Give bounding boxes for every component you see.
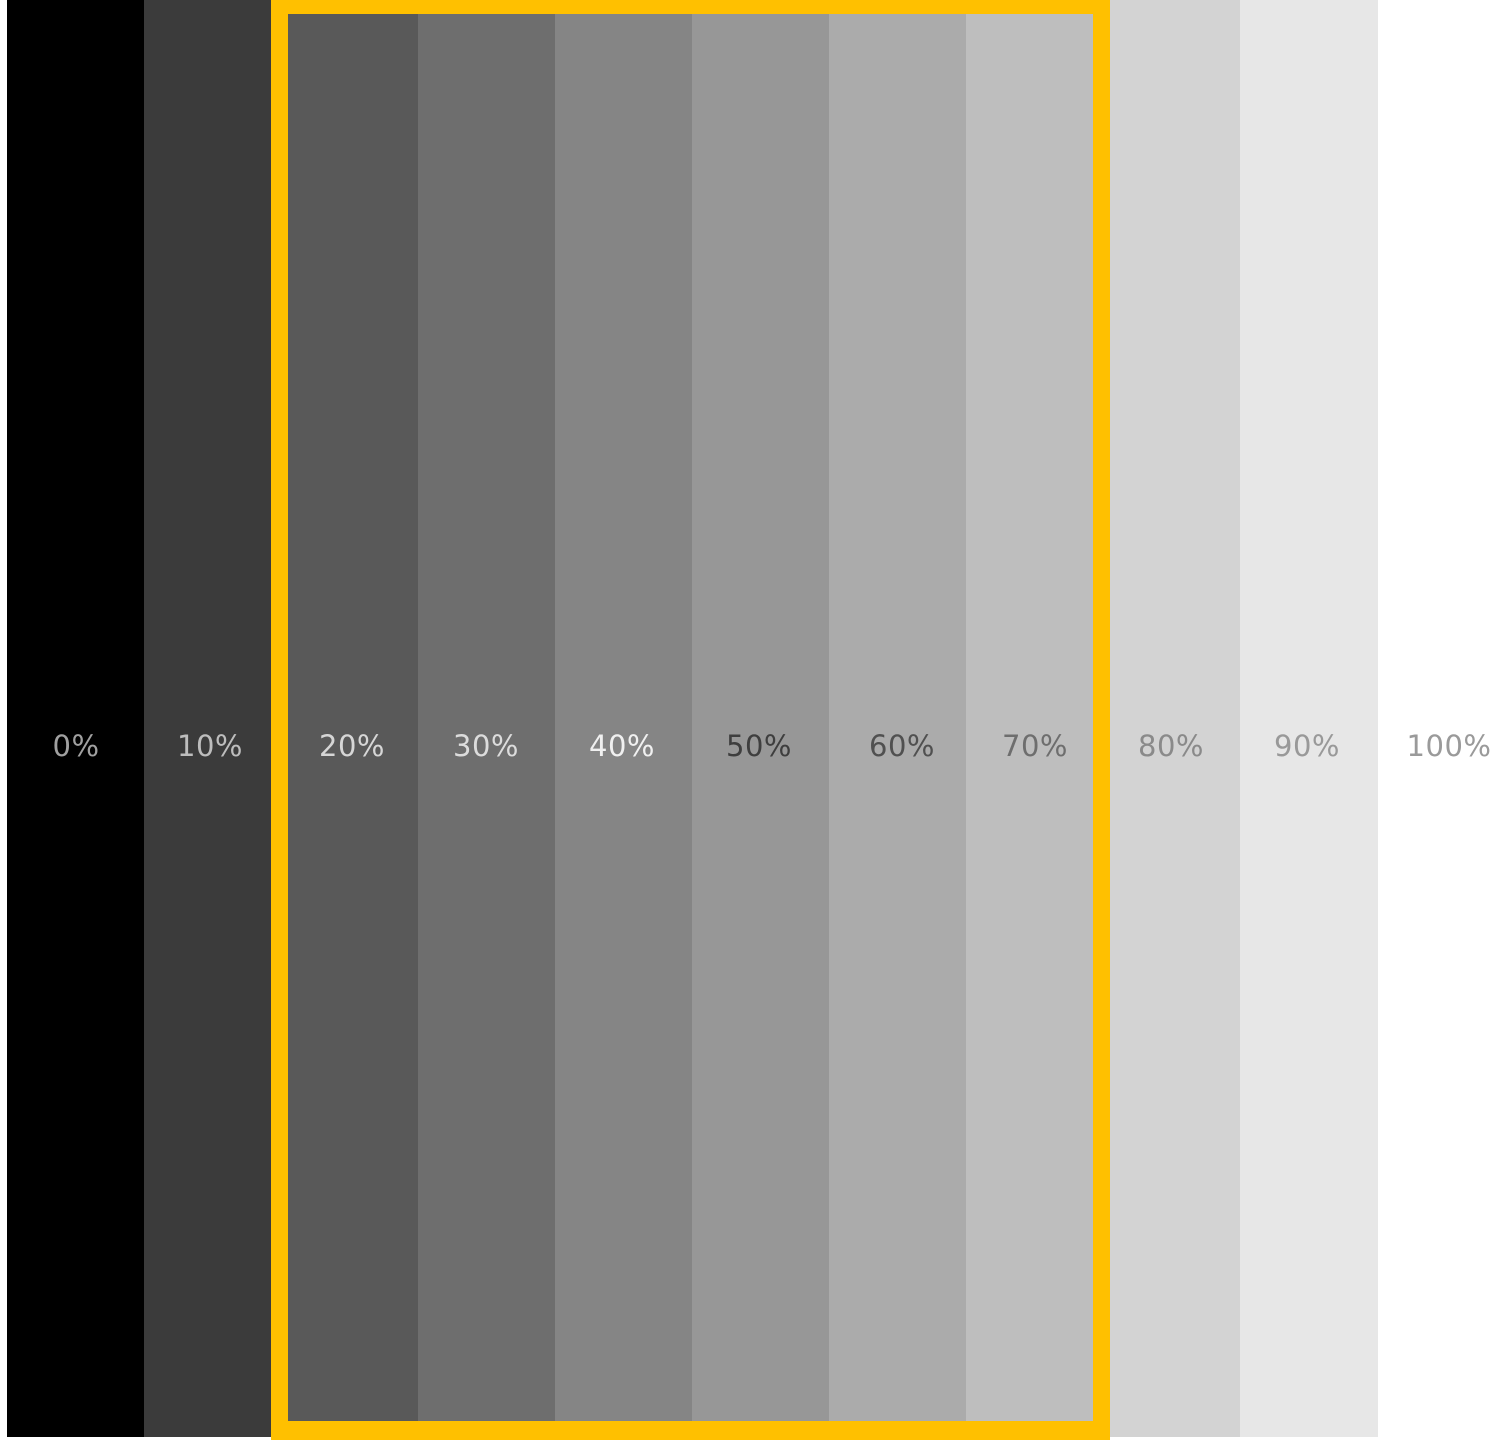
swatch-60-label: 60% bbox=[869, 729, 935, 763]
swatch-20-label: 20% bbox=[319, 729, 385, 763]
swatch-90 bbox=[1240, 0, 1378, 1437]
swatch-10-label: 10% bbox=[177, 729, 243, 763]
swatch-90-label: 90% bbox=[1274, 729, 1340, 763]
swatch-50-label: 50% bbox=[726, 729, 792, 763]
swatch-40-label: 40% bbox=[589, 729, 655, 763]
swatch-60 bbox=[829, 0, 967, 1437]
swatch-10 bbox=[144, 0, 282, 1437]
swatch-0 bbox=[7, 0, 145, 1437]
swatch-70-label: 70% bbox=[1002, 729, 1068, 763]
swatch-40 bbox=[555, 0, 693, 1437]
swatch-20 bbox=[281, 0, 419, 1437]
swatch-30 bbox=[418, 0, 556, 1437]
swatch-70 bbox=[966, 0, 1104, 1437]
swatch-80 bbox=[1103, 0, 1241, 1437]
swatch-80-label: 80% bbox=[1138, 729, 1204, 763]
swatch-0-label: 0% bbox=[52, 729, 100, 763]
swatch-30-label: 30% bbox=[453, 729, 519, 763]
swatch-50 bbox=[692, 0, 830, 1437]
swatch-100-label: 100% bbox=[1406, 729, 1492, 763]
